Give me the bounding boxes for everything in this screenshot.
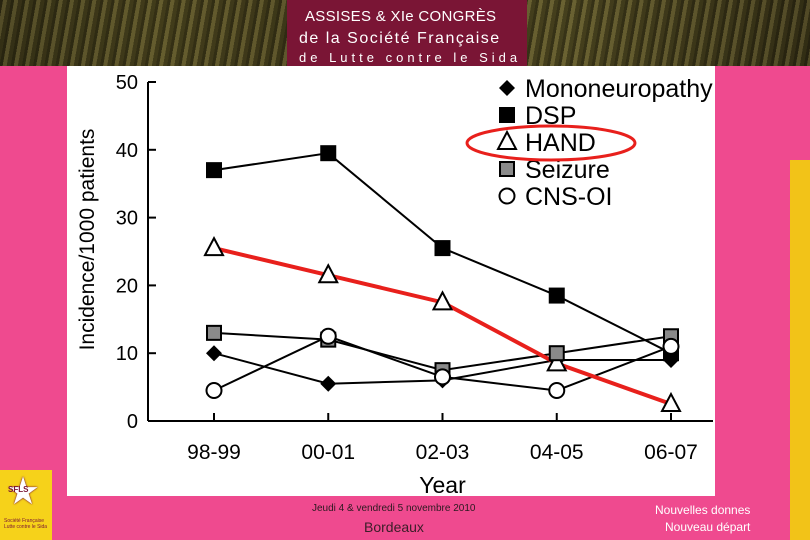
data-point-cns-oi: [434, 368, 451, 386]
x-tick-label: 00-01: [301, 441, 355, 464]
legend-label-mononeuropathy: Mononeuropathy: [525, 75, 713, 103]
data-point-dsp: [548, 287, 565, 304]
legend-highlight-ellipse: [465, 124, 637, 162]
title-line-1: ASSISES & XIe CONGRÈS: [305, 8, 497, 25]
data-point-hand: [431, 290, 454, 311]
data-point-dsp: [320, 145, 337, 162]
legend-marker-seizure: [499, 161, 515, 177]
data-point-dsp: [206, 162, 222, 179]
data-point-cns-oi: [319, 327, 337, 345]
y-tick-label: 30: [116, 208, 138, 230]
x-tick-label: 04-05: [530, 441, 584, 464]
conference-title-block: ASSISES & XIe CONGRÈS de la Société Fran…: [287, 0, 527, 72]
data-point-cns-oi: [205, 381, 223, 399]
legend-marker-dsp: [499, 107, 515, 123]
y-tick-label: 0: [127, 411, 138, 433]
chart-panel: 0 10 20 30 40 50 98-99 00-01 02-03 04-05 06-07 Year…: [67, 66, 715, 498]
y-axis-label: Incidence/1000 patients: [76, 129, 99, 351]
y-tick-label: 40: [116, 140, 138, 162]
legend-marker-cns-oi: [498, 187, 516, 205]
y-tick-label: 50: [116, 72, 138, 94]
footer-slogan-2: Nouveau départ: [665, 520, 751, 534]
sfls-logo: ★ SFLS Société Française Lutte contre le…: [0, 470, 52, 540]
title-line-3: de Lutte contre le Sida: [299, 50, 522, 65]
incidence-line-chart: 0 10 20 30 40 50 98-99 00-01 02-03 04-05 06-07 Year…: [76, 72, 713, 498]
title-line-2: de la Société Française: [299, 30, 501, 47]
data-point-mononeuropathy: [320, 375, 337, 392]
data-point-hand: [546, 351, 568, 372]
y-tick-label: 10: [116, 343, 138, 365]
x-tick-label: 02-03: [416, 441, 470, 464]
logo-initials: SFLS: [8, 485, 29, 494]
yellow-side-strip: [790, 160, 810, 540]
data-point-hand: [203, 235, 225, 257]
data-point-mononeuropathy: [206, 345, 222, 362]
data-point-hand: [660, 391, 682, 413]
x-tick-label: 98-99: [187, 441, 241, 464]
star-icon: ★: [6, 471, 41, 513]
legend-marker-hand: [496, 129, 518, 150]
data-point-seizure: [206, 324, 222, 341]
y-tick-label: 20: [116, 275, 138, 297]
legend-label-hand: HAND: [525, 129, 596, 157]
legend-label-cns-oi: CNS-OI: [525, 183, 613, 211]
data-point-cns-oi: [662, 337, 680, 355]
footer-slogan-1: Nouvelles donnes: [655, 503, 751, 517]
x-tick-label: 06-07: [644, 441, 698, 464]
data-point-seizure: [548, 345, 565, 362]
footer-city: Bordeaux: [364, 519, 424, 535]
logo-caption: Société Française Lutte contre le Sida: [4, 518, 48, 530]
data-point-dsp: [434, 240, 451, 257]
legend-marker-mononeuropathy: [499, 80, 515, 96]
x-axis-label: Year: [419, 472, 466, 496]
data-point-hand: [317, 263, 339, 284]
data-point-cns-oi: [548, 381, 566, 399]
footer-date: Jeudi 4 & vendredi 5 novembre 2010: [312, 503, 476, 514]
